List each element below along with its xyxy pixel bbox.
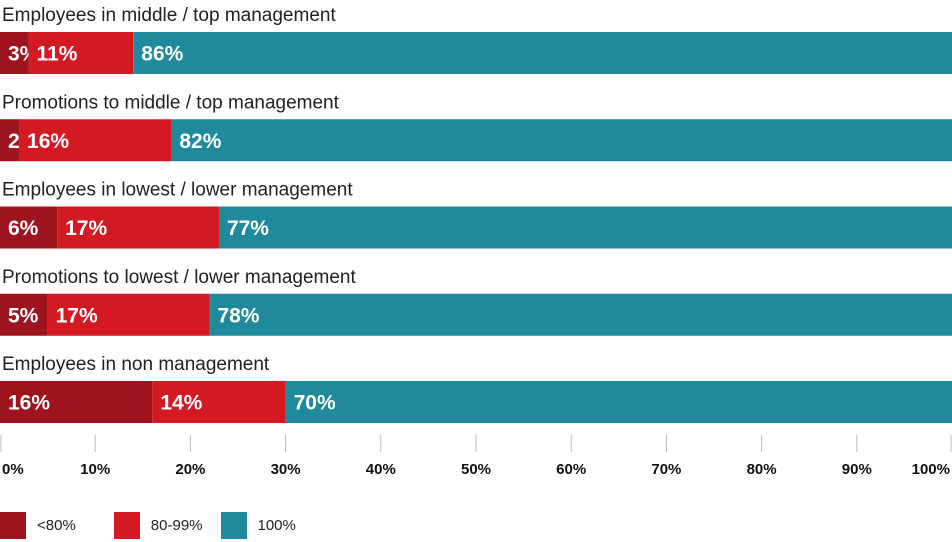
x-tick-label: 70% xyxy=(651,461,681,478)
bar-segment xyxy=(0,119,20,162)
x-tick-label: 40% xyxy=(366,461,396,478)
data-label: 11% xyxy=(37,43,78,66)
legend-label: <80% xyxy=(37,516,76,534)
x-tick-label: 80% xyxy=(747,461,777,478)
x-tick-label: 100% xyxy=(912,461,950,478)
category-label: Employees in non management xyxy=(2,354,270,375)
category-label: Employees in middle / top management xyxy=(2,5,336,26)
bar-segment xyxy=(0,293,48,336)
data-label: 5% xyxy=(8,304,39,327)
x-tick-label: 30% xyxy=(271,461,301,478)
data-label: 14% xyxy=(160,392,202,415)
bar-segment xyxy=(19,119,172,162)
legend: <80% 80-99% 100% xyxy=(0,510,316,540)
bar-segment xyxy=(28,32,134,74)
bar-segment xyxy=(0,381,153,423)
legend-swatch xyxy=(220,511,247,539)
x-tick-label: 50% xyxy=(461,461,491,478)
bar-segment xyxy=(285,381,952,423)
x-tick-label: 20% xyxy=(175,461,205,478)
category-label: Employees in lowest / lower management xyxy=(2,180,353,201)
data-label: 82% xyxy=(179,130,221,153)
bar-segment xyxy=(152,381,286,423)
legend-item: 80-99% xyxy=(113,511,203,539)
data-label: 86% xyxy=(141,43,183,66)
bar-segment xyxy=(171,119,952,162)
category-label: Promotions to middle / top management xyxy=(2,92,340,113)
bar-segment xyxy=(0,32,29,74)
x-tick-label: 10% xyxy=(80,461,110,478)
x-tick-label: 0% xyxy=(2,461,24,478)
bar-segment xyxy=(209,293,952,336)
legend-item: <80% xyxy=(0,511,76,539)
legend-label: 100% xyxy=(257,516,296,534)
x-tick-label: 60% xyxy=(556,461,586,478)
bar-segment xyxy=(57,206,219,249)
legend-swatch xyxy=(0,511,26,539)
legend-swatch xyxy=(113,511,140,539)
bar-segment xyxy=(218,206,952,249)
legend-item: 100% xyxy=(220,511,296,539)
bar-segment xyxy=(0,206,58,249)
x-tick-label: 90% xyxy=(842,461,872,478)
legend-label: 80-99% xyxy=(150,516,203,534)
data-label: 17% xyxy=(65,217,107,240)
bar-segment xyxy=(133,32,952,74)
data-label: 17% xyxy=(56,304,98,327)
category-label: Promotions to lowest / lower management xyxy=(2,267,356,288)
data-label: 70% xyxy=(294,392,336,415)
data-label: 77% xyxy=(227,217,269,240)
bar-segment xyxy=(47,293,210,336)
data-label: 16% xyxy=(27,130,69,153)
data-label: 78% xyxy=(217,304,259,327)
data-label: 6% xyxy=(8,217,39,240)
data-label: 16% xyxy=(8,392,50,415)
